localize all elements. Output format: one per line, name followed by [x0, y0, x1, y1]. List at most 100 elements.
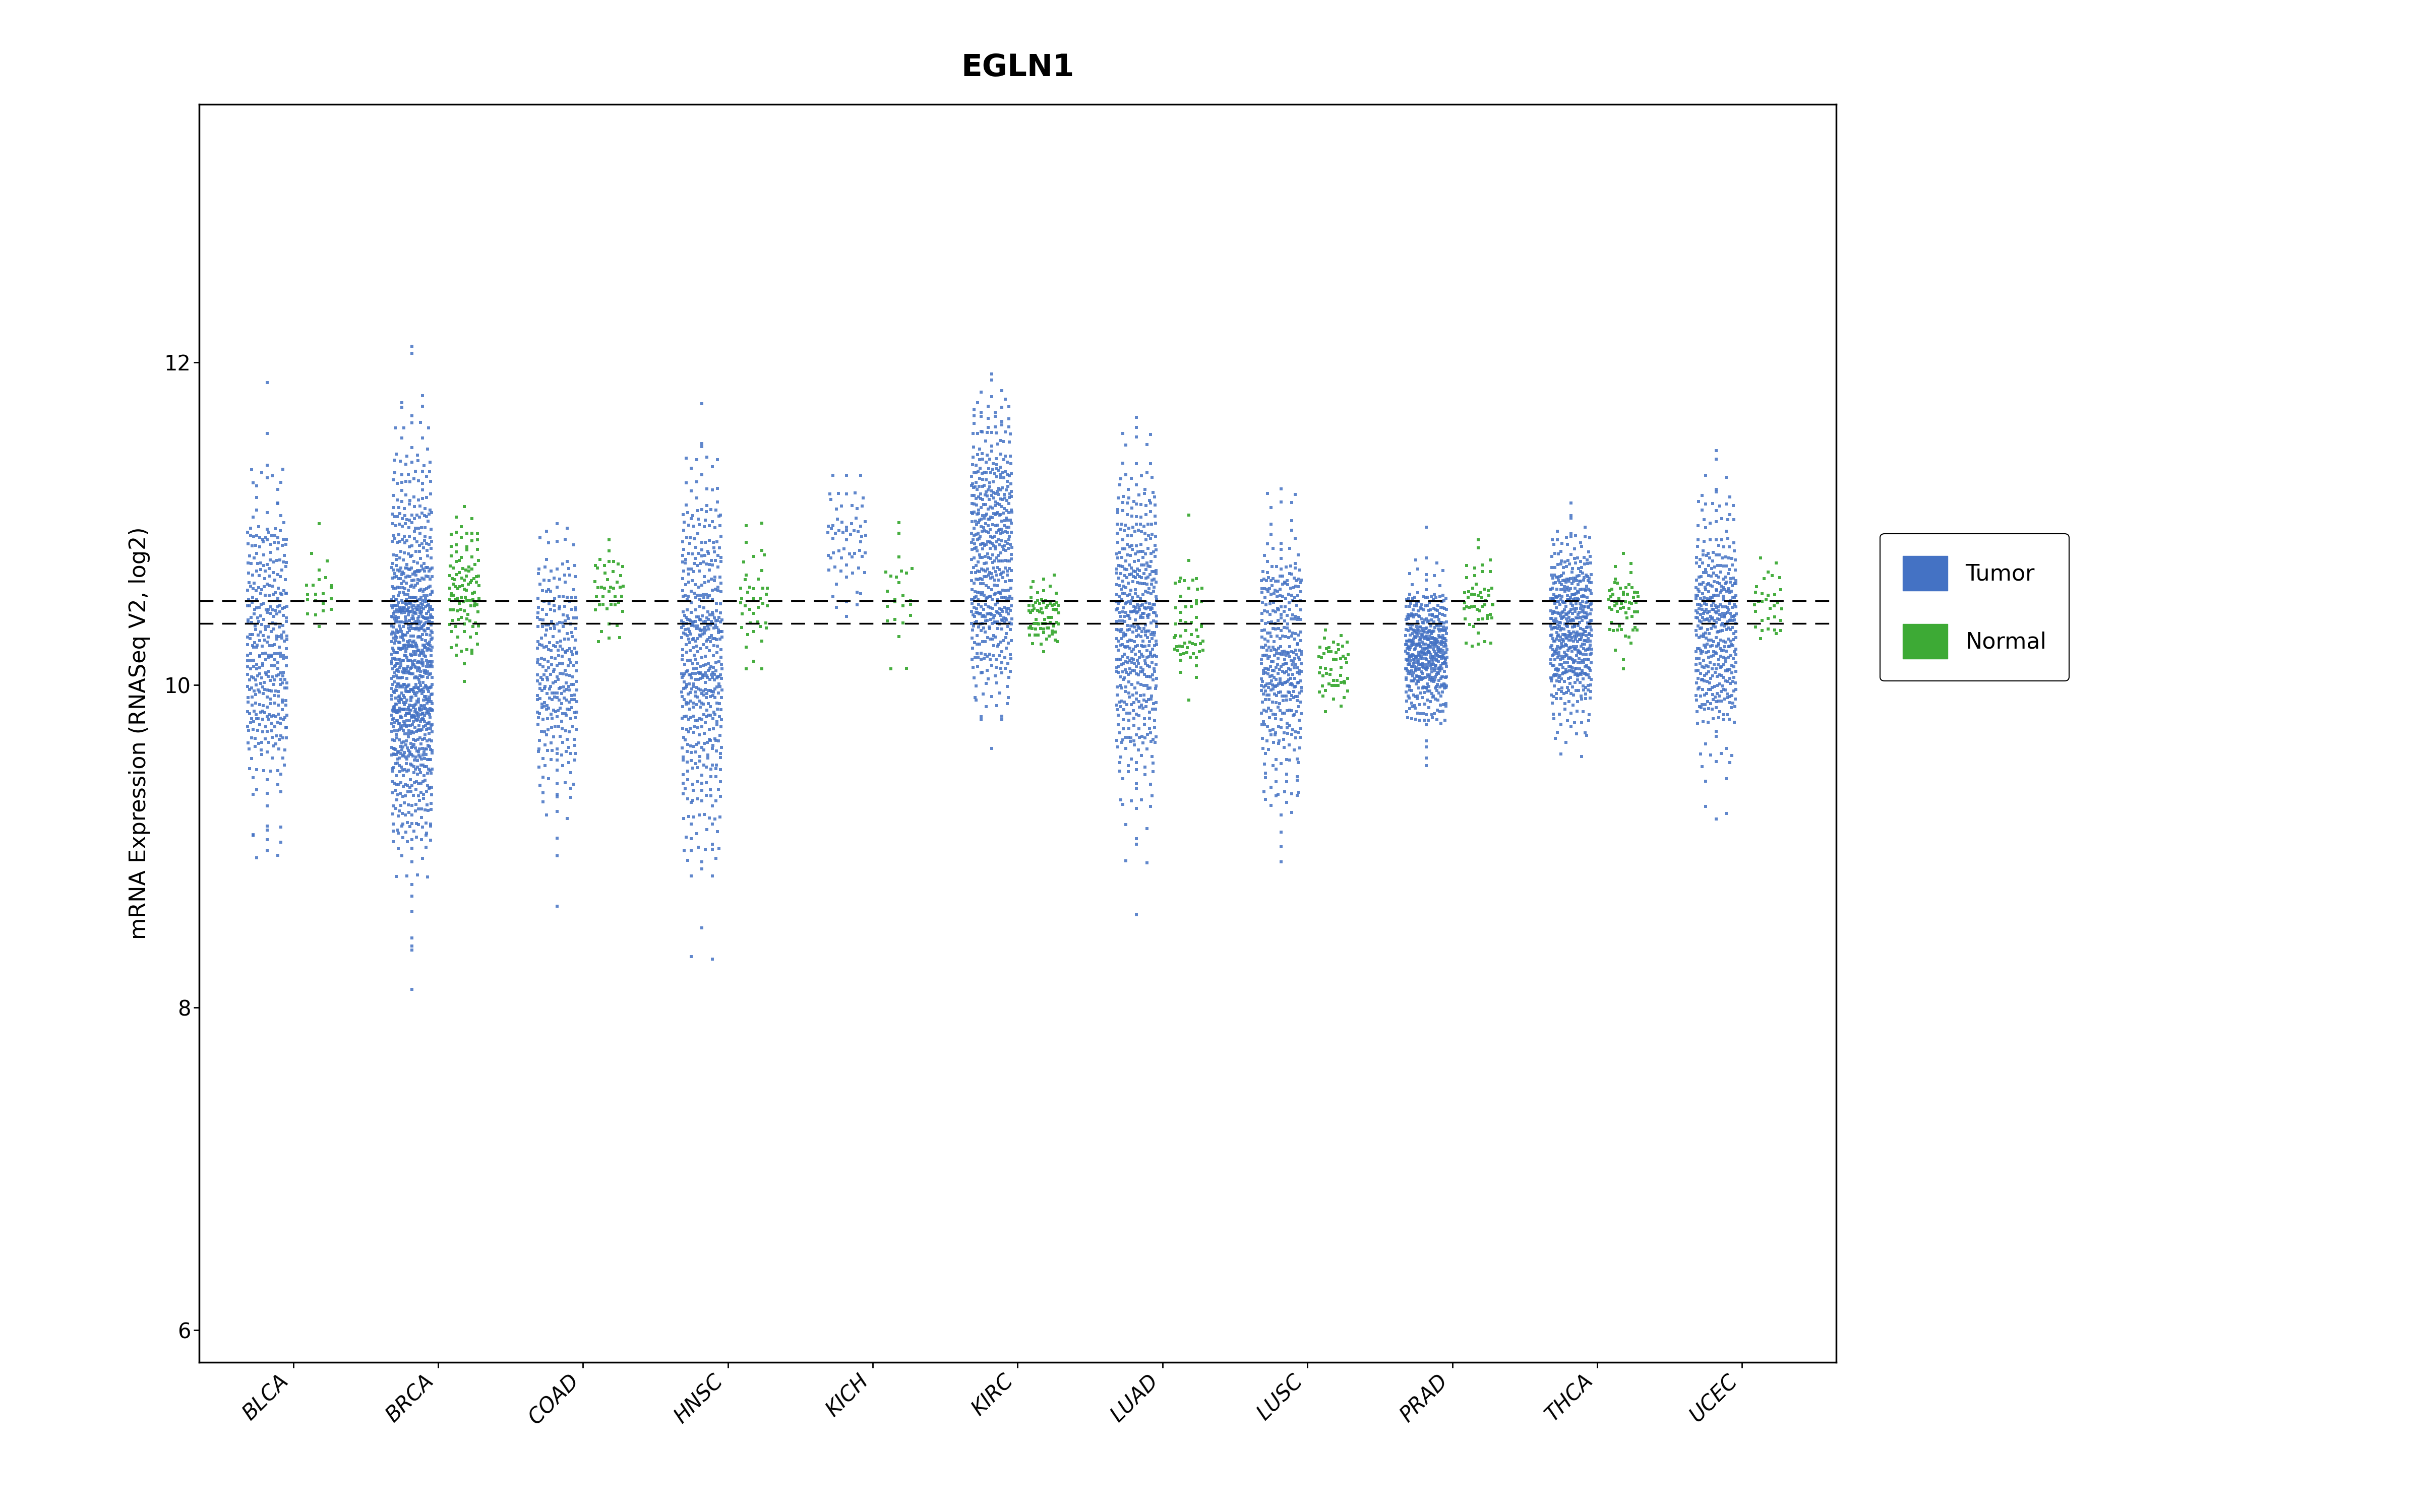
Point	[682, 573, 721, 597]
Point	[544, 552, 583, 576]
Point	[1682, 677, 1721, 702]
Point	[1701, 741, 1740, 765]
Point	[373, 594, 411, 618]
Point	[266, 646, 305, 670]
Point	[1254, 664, 1292, 688]
Point	[663, 567, 702, 591]
Point	[537, 844, 576, 868]
Point	[402, 694, 440, 718]
Point	[1549, 584, 1588, 608]
Point	[402, 753, 440, 777]
Point	[414, 720, 453, 744]
Point	[1038, 611, 1077, 635]
Point	[1275, 685, 1314, 709]
Point	[961, 507, 999, 531]
Point	[411, 697, 450, 721]
Point	[261, 519, 300, 543]
Point	[1679, 528, 1718, 552]
Point	[702, 741, 741, 765]
Point	[1694, 555, 1733, 579]
Point	[687, 653, 726, 677]
Point	[261, 830, 300, 854]
Point	[375, 496, 414, 520]
Point	[973, 531, 1012, 555]
Point	[1592, 585, 1631, 609]
Point	[668, 617, 707, 641]
Point	[549, 653, 588, 677]
Point	[1549, 567, 1588, 591]
Point	[1694, 584, 1733, 608]
Point	[845, 561, 883, 585]
Point	[1283, 679, 1321, 703]
Point	[978, 452, 1016, 476]
Point	[1413, 706, 1452, 730]
Point	[375, 736, 414, 761]
Point	[402, 708, 440, 732]
Point	[392, 720, 431, 744]
Point	[378, 442, 416, 466]
Point	[1534, 664, 1573, 688]
Point	[1135, 493, 1174, 517]
Point	[288, 582, 327, 606]
Point	[1118, 832, 1157, 856]
Point	[433, 572, 472, 596]
Point	[1251, 569, 1290, 593]
Point	[247, 528, 286, 552]
Point	[1113, 614, 1152, 638]
Point	[1392, 629, 1430, 653]
Point	[409, 735, 448, 759]
Point	[961, 525, 999, 549]
Point	[1418, 627, 1457, 652]
Point	[1713, 605, 1752, 629]
Point	[1394, 603, 1433, 627]
Point	[1113, 647, 1152, 671]
Point	[433, 584, 472, 608]
Point	[394, 640, 433, 664]
Point	[702, 591, 741, 615]
Point	[670, 570, 709, 594]
Point	[835, 519, 874, 543]
Point	[748, 594, 786, 618]
Point	[1106, 649, 1145, 673]
Point	[399, 667, 438, 691]
Point	[390, 673, 428, 697]
Point	[547, 658, 586, 682]
Point	[1571, 570, 1609, 594]
Point	[1406, 632, 1445, 656]
Point	[1694, 629, 1733, 653]
Point	[1033, 593, 1072, 617]
Point	[828, 528, 866, 552]
Point	[1130, 491, 1169, 516]
Point	[537, 826, 576, 850]
Point	[252, 691, 290, 715]
Point	[1597, 591, 1636, 615]
Point	[1699, 534, 1738, 558]
Point	[232, 534, 271, 558]
Point	[399, 597, 438, 621]
Point	[247, 739, 286, 764]
Point	[375, 742, 414, 767]
Point	[1392, 662, 1430, 686]
Point	[690, 656, 728, 680]
Point	[378, 692, 416, 717]
Point	[1706, 617, 1745, 641]
Point	[1263, 659, 1302, 683]
Point	[399, 686, 438, 711]
Point	[1406, 712, 1445, 736]
Point	[264, 688, 302, 712]
Point	[1101, 694, 1140, 718]
Point	[1263, 643, 1302, 667]
Point	[540, 652, 578, 676]
Point	[1249, 629, 1287, 653]
Point	[411, 797, 450, 821]
Point	[1544, 561, 1583, 585]
Point	[1416, 626, 1454, 650]
Point	[1546, 691, 1585, 715]
Point	[1684, 668, 1723, 692]
Point	[983, 510, 1021, 534]
Point	[1619, 600, 1658, 624]
Point	[673, 705, 711, 729]
Title: EGLN1: EGLN1	[961, 53, 1074, 83]
Point	[866, 559, 905, 584]
Point	[244, 708, 283, 732]
